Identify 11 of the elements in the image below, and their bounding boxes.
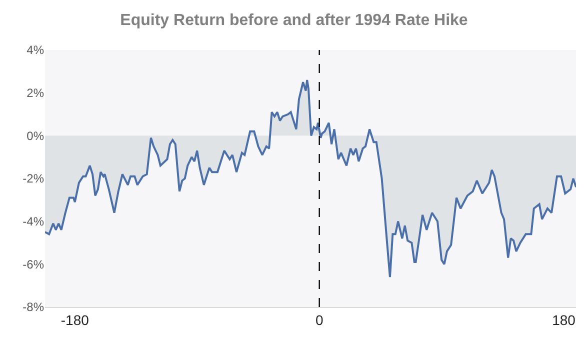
y-tick-label: 4%	[26, 43, 44, 58]
y-tick-label: -8%	[22, 300, 44, 314]
y-tick-label: 2%	[26, 86, 44, 100]
x-tick-label: -180	[60, 312, 90, 328]
x-tick-label: 180	[552, 312, 576, 328]
y-tick-label: -2%	[22, 172, 44, 186]
y-tick-label: -4%	[22, 214, 44, 229]
y-tick-label: -6%	[22, 257, 44, 272]
chart-title: Equity Return before and after 1994 Rate Hike	[120, 12, 468, 29]
x-tick-label: 0	[315, 312, 324, 328]
y-tick-label: 0%	[26, 128, 44, 143]
